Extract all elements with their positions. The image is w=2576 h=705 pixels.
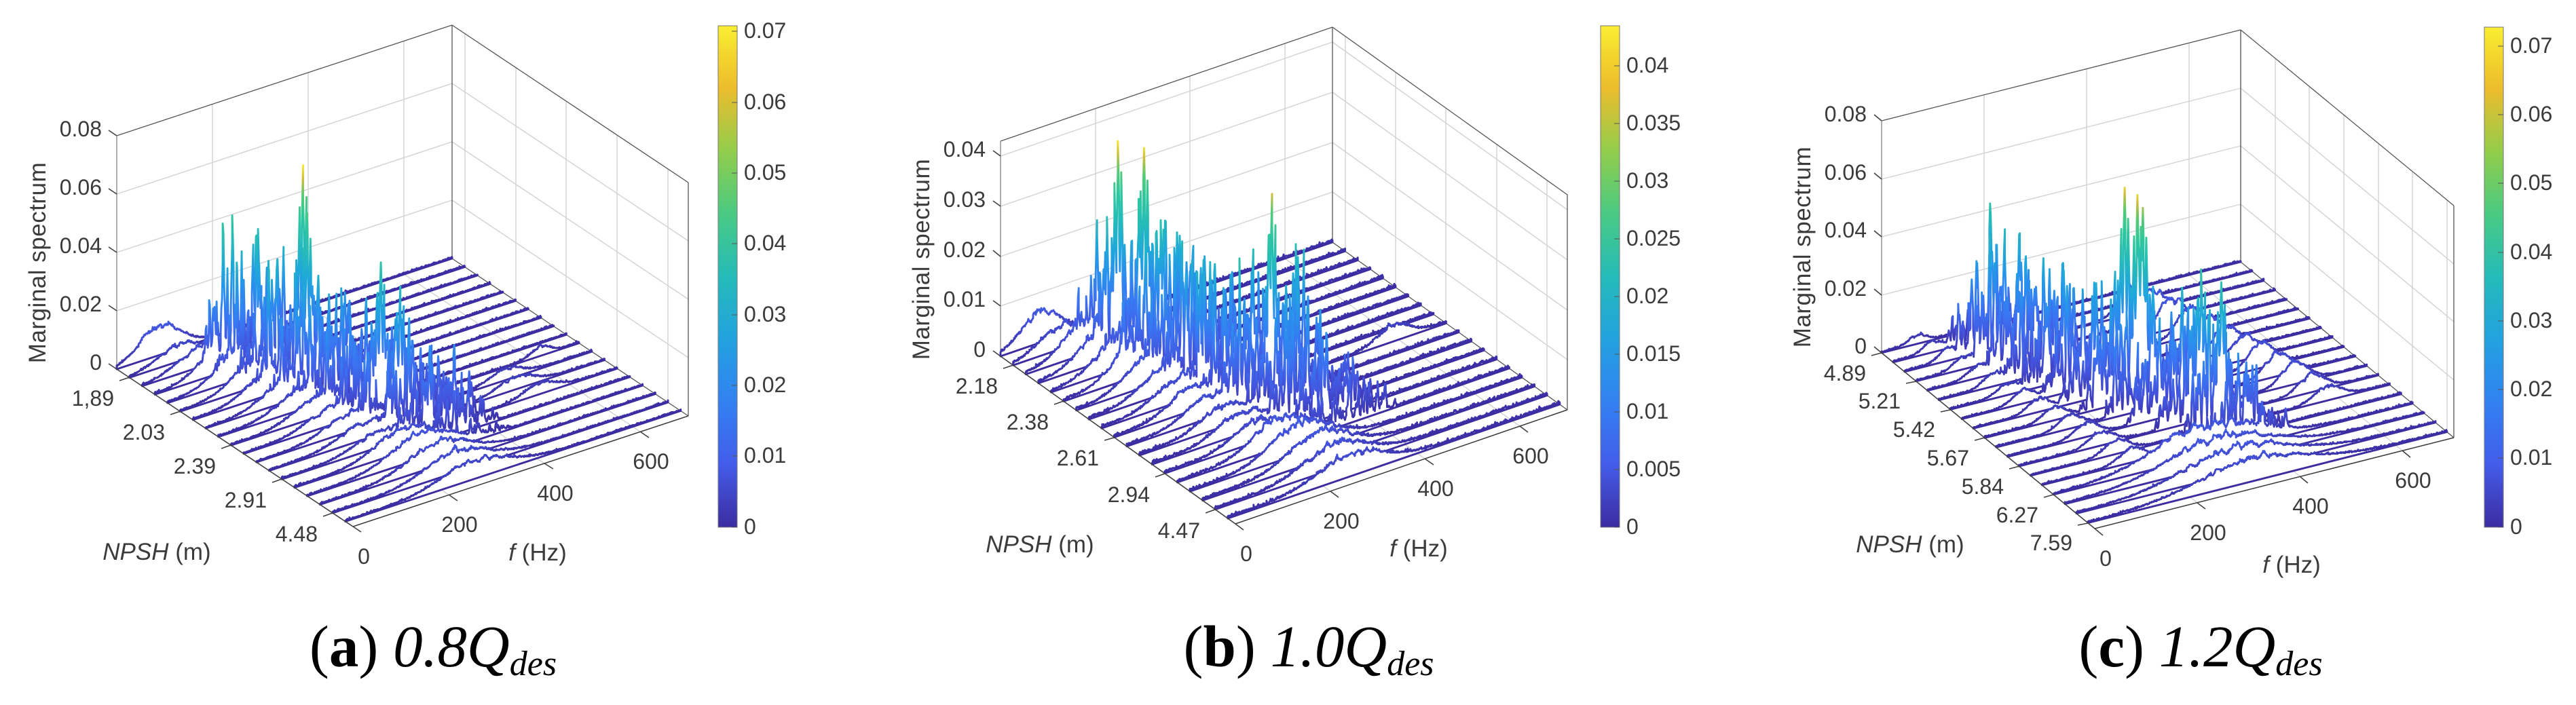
svg-text:0.08: 0.08 bbox=[1825, 102, 1867, 126]
svg-text:f (Hz): f (Hz) bbox=[508, 539, 567, 566]
svg-text:6.27: 6.27 bbox=[1996, 503, 2038, 527]
svg-text:200: 200 bbox=[1323, 509, 1359, 533]
svg-text:f (Hz): f (Hz) bbox=[1389, 535, 1448, 562]
svg-text:0.02: 0.02 bbox=[2510, 377, 2552, 401]
svg-text:0.03: 0.03 bbox=[944, 187, 986, 212]
svg-text:NPSH (m): NPSH (m) bbox=[986, 531, 1094, 558]
svg-text:0: 0 bbox=[973, 337, 986, 362]
svg-text:0.025: 0.025 bbox=[1626, 226, 1681, 250]
svg-text:0.01: 0.01 bbox=[1626, 399, 1668, 423]
svg-text:0.05: 0.05 bbox=[744, 160, 786, 185]
svg-text:2.38: 2.38 bbox=[1007, 410, 1049, 434]
svg-text:0.04: 0.04 bbox=[1825, 218, 1867, 242]
svg-text:0: 0 bbox=[2510, 514, 2522, 539]
svg-text:5.21: 5.21 bbox=[1859, 389, 1901, 413]
svg-text:0.04: 0.04 bbox=[2510, 240, 2552, 264]
svg-text:2.61: 2.61 bbox=[1057, 446, 1099, 470]
svg-text:600: 600 bbox=[2395, 468, 2431, 493]
svg-text:0.04: 0.04 bbox=[1626, 53, 1668, 77]
svg-text:0.005: 0.005 bbox=[1626, 457, 1681, 481]
svg-text:5.42: 5.42 bbox=[1893, 417, 1935, 442]
svg-text:0.06: 0.06 bbox=[2510, 102, 2552, 126]
svg-text:2.91: 2.91 bbox=[225, 488, 267, 512]
svg-text:0.04: 0.04 bbox=[60, 233, 102, 258]
svg-text:Marginal spectrum: Marginal spectrum bbox=[1789, 147, 1816, 347]
svg-text:0.02: 0.02 bbox=[744, 373, 786, 397]
svg-text:200: 200 bbox=[2190, 520, 2226, 545]
svg-text:0.04: 0.04 bbox=[944, 137, 986, 161]
svg-text:4.47: 4.47 bbox=[1158, 518, 1200, 543]
svg-text:600: 600 bbox=[633, 449, 669, 474]
svg-text:0.04: 0.04 bbox=[744, 231, 786, 255]
svg-text:0: 0 bbox=[1854, 334, 1867, 358]
svg-text:600: 600 bbox=[1512, 444, 1548, 468]
svg-text:(b) 1.0Qdes: (b) 1.0Qdes bbox=[1183, 613, 1434, 683]
svg-text:(c) 1.2Qdes: (c) 1.2Qdes bbox=[2078, 613, 2322, 683]
svg-text:0.03: 0.03 bbox=[2510, 308, 2552, 332]
svg-text:400: 400 bbox=[537, 481, 573, 506]
svg-text:0.02: 0.02 bbox=[1626, 284, 1668, 308]
svg-text:NPSH (m): NPSH (m) bbox=[102, 539, 210, 565]
svg-text:0.02: 0.02 bbox=[1825, 276, 1867, 301]
svg-text:0.07: 0.07 bbox=[2510, 33, 2552, 58]
svg-text:f (Hz): f (Hz) bbox=[2262, 552, 2321, 578]
svg-text:0: 0 bbox=[90, 350, 102, 375]
svg-text:0.06: 0.06 bbox=[60, 175, 102, 199]
svg-text:Marginal spectrum: Marginal spectrum bbox=[24, 162, 51, 363]
svg-text:0.01: 0.01 bbox=[744, 443, 786, 468]
svg-text:(a) 0.8Qdes: (a) 0.8Qdes bbox=[310, 613, 557, 683]
svg-text:0.03: 0.03 bbox=[1626, 168, 1668, 193]
svg-text:NPSH (m): NPSH (m) bbox=[1856, 531, 1964, 558]
svg-text:0.06: 0.06 bbox=[1825, 160, 1867, 185]
svg-text:0.06: 0.06 bbox=[744, 90, 786, 114]
svg-text:0.035: 0.035 bbox=[1626, 111, 1681, 135]
svg-text:5.67: 5.67 bbox=[1927, 446, 1969, 470]
svg-text:Marginal spectrum: Marginal spectrum bbox=[908, 159, 935, 360]
svg-text:0.01: 0.01 bbox=[944, 287, 986, 311]
svg-text:5.84: 5.84 bbox=[1962, 474, 2004, 499]
svg-text:0: 0 bbox=[1240, 541, 1252, 566]
svg-text:0.07: 0.07 bbox=[744, 18, 786, 43]
svg-text:2.18: 2.18 bbox=[956, 374, 998, 398]
svg-text:0.01: 0.01 bbox=[2510, 445, 2552, 470]
svg-text:0.015: 0.015 bbox=[1626, 341, 1681, 366]
svg-text:4.89: 4.89 bbox=[1824, 361, 1866, 385]
svg-text:0: 0 bbox=[2099, 546, 2112, 571]
svg-text:7.59: 7.59 bbox=[2030, 531, 2072, 555]
svg-text:400: 400 bbox=[1417, 476, 1453, 501]
svg-text:200: 200 bbox=[441, 512, 477, 537]
svg-text:0: 0 bbox=[358, 544, 370, 569]
svg-text:2.03: 2.03 bbox=[123, 420, 165, 444]
svg-text:0.08: 0.08 bbox=[60, 117, 102, 141]
svg-text:0.02: 0.02 bbox=[60, 292, 102, 316]
svg-text:400: 400 bbox=[2292, 494, 2328, 518]
svg-text:0.02: 0.02 bbox=[944, 237, 986, 262]
svg-text:2.94: 2.94 bbox=[1108, 482, 1150, 507]
svg-text:0.03: 0.03 bbox=[744, 302, 786, 326]
svg-text:1,89: 1,89 bbox=[72, 386, 114, 411]
svg-text:2.39: 2.39 bbox=[174, 454, 216, 478]
svg-text:0.05: 0.05 bbox=[2510, 170, 2552, 195]
svg-text:0: 0 bbox=[1626, 514, 1639, 539]
svg-text:0: 0 bbox=[744, 514, 756, 539]
svg-text:4.48: 4.48 bbox=[276, 522, 318, 546]
